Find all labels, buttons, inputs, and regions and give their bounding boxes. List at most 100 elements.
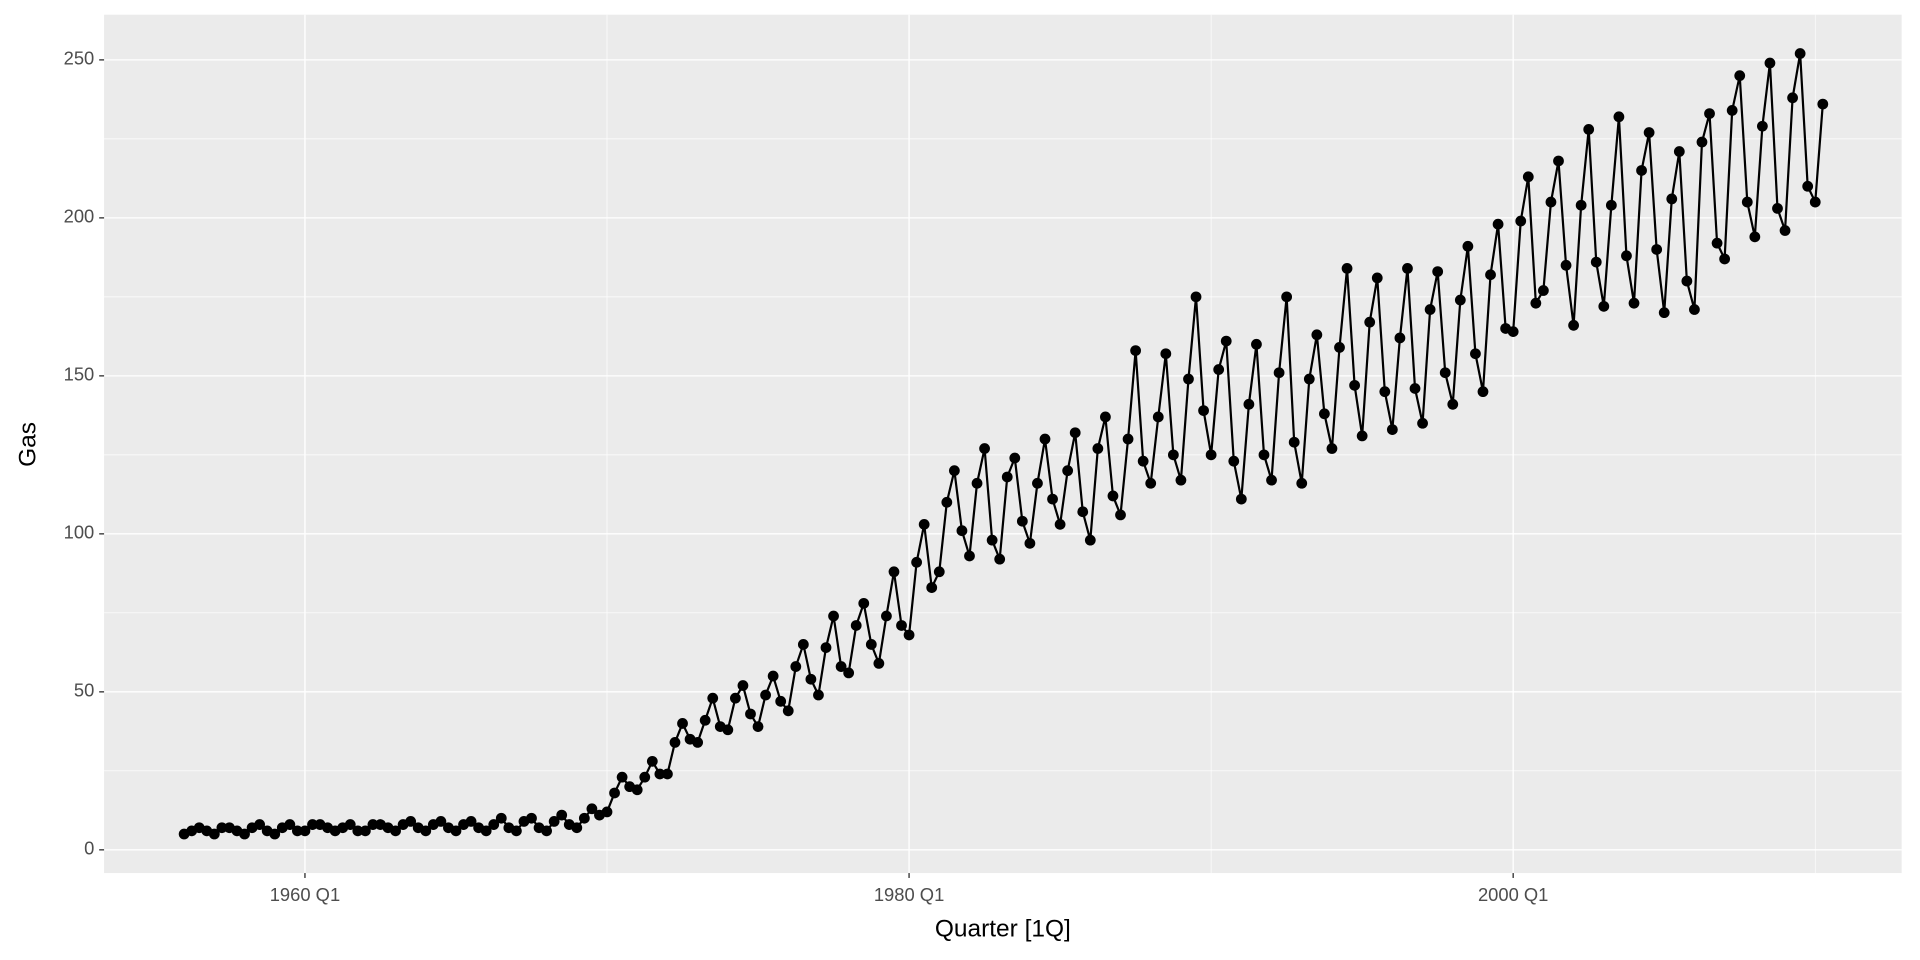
data-point <box>1764 57 1776 69</box>
data-point <box>1349 379 1360 391</box>
data-point <box>828 610 839 622</box>
data-point <box>1145 477 1157 489</box>
data-point <box>1628 297 1640 309</box>
data-point <box>1462 240 1474 252</box>
y-tick-label: 200 <box>64 206 95 227</box>
data-point <box>1809 196 1821 208</box>
data-point <box>1062 465 1074 477</box>
data-point <box>450 825 462 837</box>
data-point <box>1084 534 1096 546</box>
data-point <box>1069 427 1081 439</box>
data-point <box>1341 263 1353 274</box>
data-point <box>1356 430 1368 442</box>
data-point <box>865 639 877 650</box>
data-point <box>881 610 892 622</box>
data-point <box>1122 433 1134 445</box>
data-point <box>1643 127 1655 138</box>
data-point <box>1379 386 1391 398</box>
data-point <box>692 737 704 748</box>
data-point <box>805 673 817 685</box>
data-point <box>699 714 711 726</box>
data-point <box>1183 373 1194 385</box>
data-point <box>903 629 915 641</box>
data-point <box>1658 307 1670 319</box>
data-point <box>737 680 749 691</box>
data-point <box>390 825 401 837</box>
data-point <box>1077 506 1089 518</box>
data-point <box>964 550 975 562</box>
data-point <box>1326 443 1338 454</box>
data-point <box>1545 196 1557 208</box>
data-point <box>571 822 583 834</box>
data-point <box>367 819 379 830</box>
data-point <box>1704 108 1715 119</box>
data-point <box>1258 449 1270 461</box>
y-tick-label: 0 <box>84 838 94 859</box>
data-point <box>556 809 568 821</box>
data-point <box>541 825 552 837</box>
y-tick-label: 250 <box>64 48 95 69</box>
data-point <box>1560 259 1572 271</box>
data-point <box>1696 136 1708 148</box>
data-point <box>1228 455 1240 467</box>
data-point <box>1251 338 1262 350</box>
data-point <box>813 689 824 701</box>
data-point <box>1402 263 1413 274</box>
data-point <box>858 597 870 609</box>
data-point <box>1787 92 1798 104</box>
panel <box>104 14 1902 874</box>
data-point <box>465 816 477 827</box>
data-point <box>1213 364 1225 375</box>
data-point <box>1001 471 1013 483</box>
data-point <box>1454 294 1466 306</box>
data-point <box>1386 424 1398 435</box>
data-point <box>1115 509 1126 521</box>
data-point <box>269 828 281 840</box>
data-point <box>208 828 220 840</box>
data-point <box>631 784 643 796</box>
x-tick-label: 1980 Q1 <box>874 884 944 905</box>
data-point <box>1303 373 1315 385</box>
data-point <box>1266 474 1277 486</box>
data-point <box>1198 405 1209 417</box>
data-point <box>609 787 620 799</box>
data-point <box>616 771 628 783</box>
data-point <box>548 816 560 827</box>
data-point <box>707 692 719 704</box>
data-point <box>1016 515 1028 527</box>
data-point <box>986 534 998 546</box>
data-point <box>896 620 907 631</box>
data-point <box>722 724 734 736</box>
data-point <box>948 465 960 477</box>
data-point <box>1583 124 1595 135</box>
data-point <box>926 582 938 593</box>
data-point <box>586 803 598 815</box>
data-point <box>1039 433 1051 445</box>
data-point <box>1515 215 1527 227</box>
data-point <box>1054 518 1066 530</box>
data-point <box>843 667 855 679</box>
data-point <box>1137 455 1149 467</box>
data-point <box>284 819 296 830</box>
data-point <box>888 566 900 578</box>
data-point <box>790 661 802 672</box>
data-point <box>601 806 613 818</box>
data-point <box>911 556 923 568</box>
data-point <box>1009 452 1021 464</box>
data-point <box>1160 348 1172 360</box>
data-point <box>1319 408 1330 420</box>
data-point <box>1689 304 1700 315</box>
data-point <box>1152 411 1164 423</box>
data-point <box>677 718 688 729</box>
data-point <box>1530 297 1542 309</box>
data-point <box>1432 266 1444 277</box>
data-point <box>480 825 492 837</box>
data-point <box>1175 474 1187 486</box>
data-point <box>1756 120 1768 132</box>
data-point <box>1047 493 1058 505</box>
data-point <box>344 819 356 830</box>
data-point <box>488 819 500 830</box>
data-point <box>752 721 764 732</box>
